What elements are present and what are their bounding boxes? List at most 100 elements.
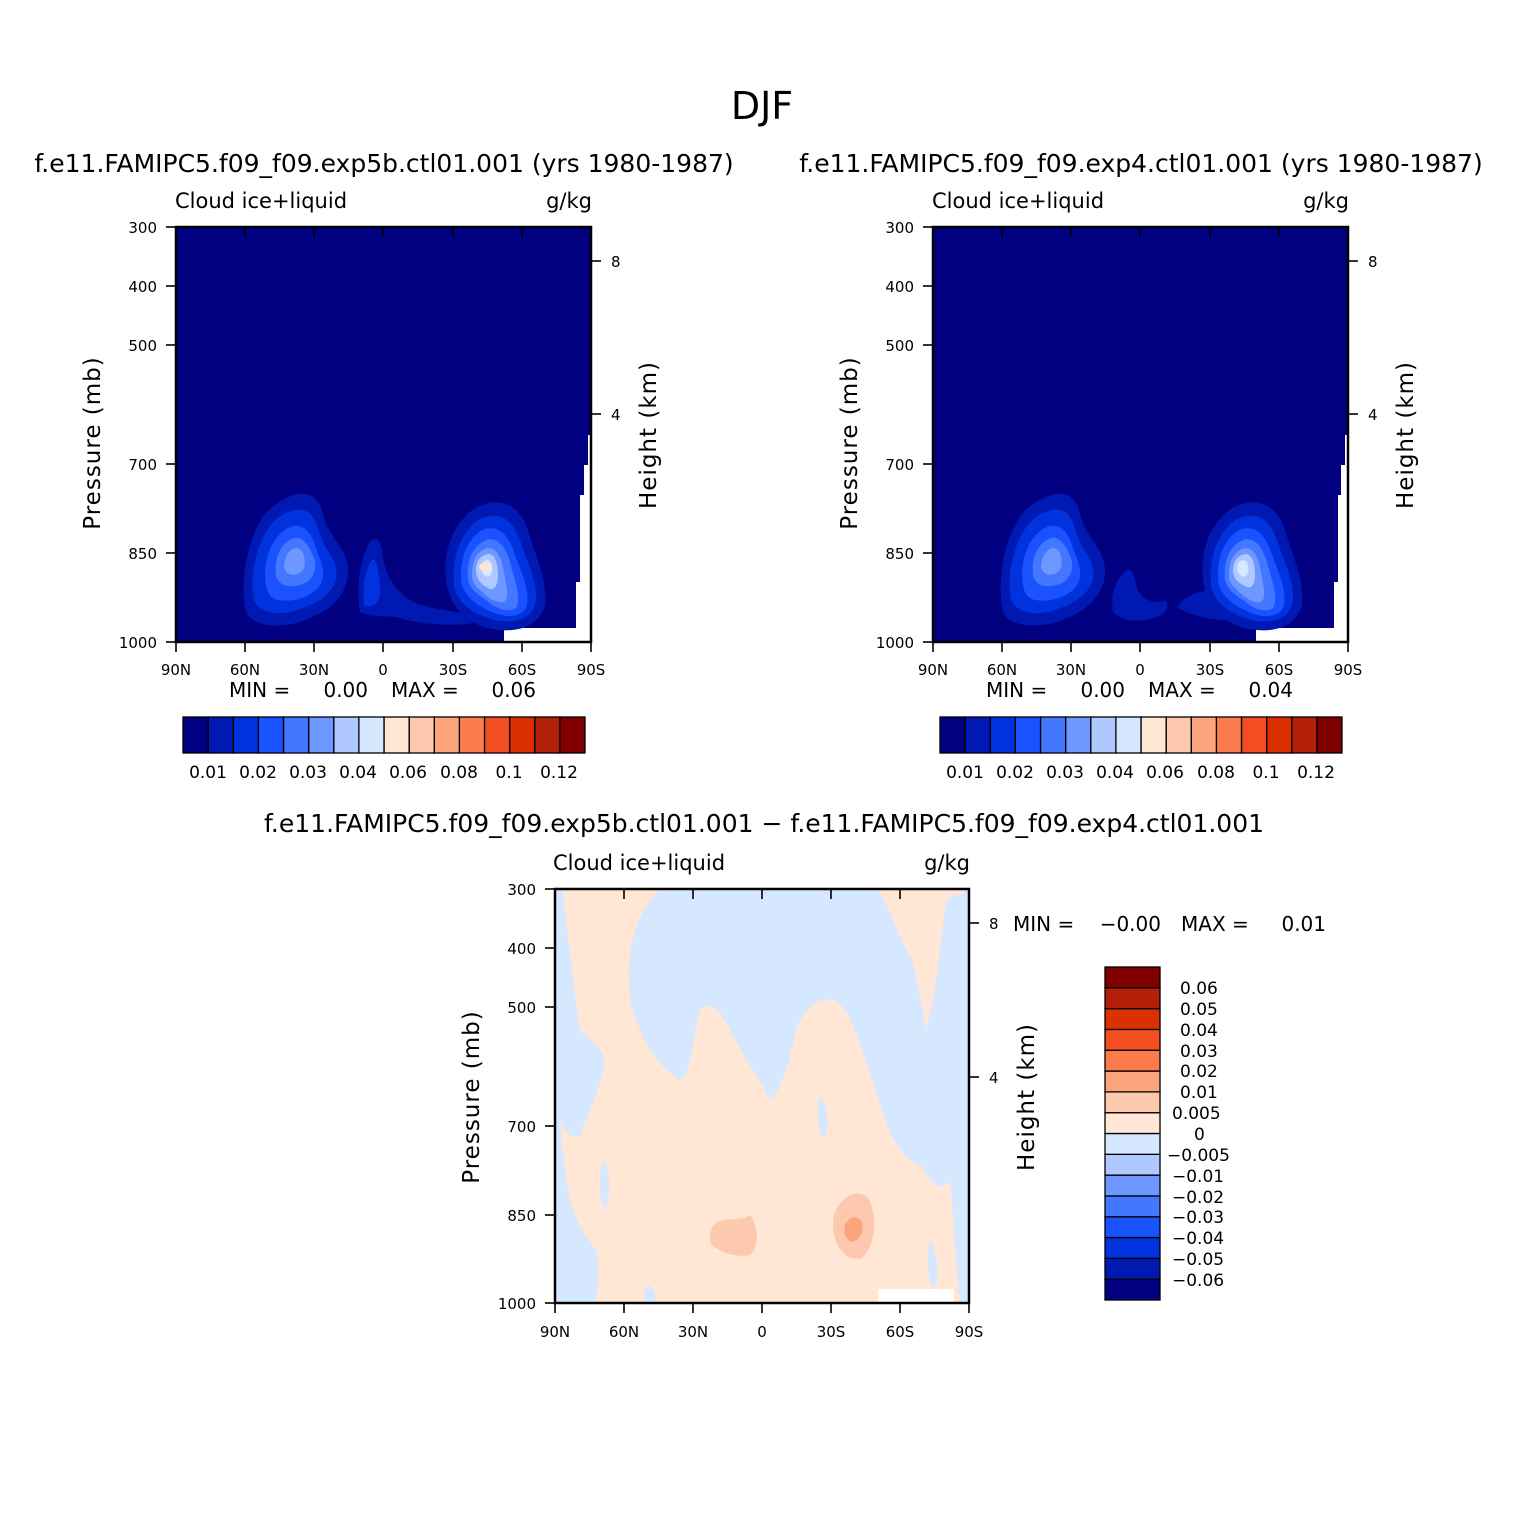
colorbar-label: −0.05 [1172,1250,1224,1270]
colorbar-swatch [1104,1257,1161,1280]
min-label: MIN = [229,678,290,702]
y-tick-label: 700 [885,456,914,474]
x-axis: 90N 60N 30N 0 30S 60S 90S [161,227,605,679]
y-axis-title: Pressure (mb) [459,1010,485,1183]
min-value: 0.00 [1080,678,1125,702]
colorbar-swatch [1316,716,1343,754]
colorbar-swatch [1140,716,1167,754]
colorbar: 0.06 0.05 0.04 0.03 0.02 0.01 0.005 0 −0… [1104,966,1230,1301]
colorbar-swatch [1104,1049,1161,1072]
max-value: 0.06 [491,678,536,702]
colorbar-swatch [1104,1153,1161,1176]
colorbar-swatch [383,716,410,754]
min-value: 0.00 [323,678,368,702]
panel-exp5b: f.e11.FAMIPC5.f09_f09.exp5b.ctl01.001 (y… [34,149,733,783]
panel-title: f.e11.FAMIPC5.f09_f09.exp5b.ctl01.001 (y… [34,149,733,178]
variable-label: Cloud ice+liquid [932,189,1104,213]
x-tick-label: 60N [609,1323,639,1341]
colorbar: 0.01 0.02 0.03 0.04 0.06 0.08 0.1 0.12 [182,716,586,783]
colorbar-swatch [964,716,991,754]
y-tick-label: 500 [507,999,536,1017]
max-value: 0.01 [1281,912,1326,936]
x-tick-label: 90N [540,1323,570,1341]
y-tick-label: 850 [128,545,157,563]
negative-region [628,889,969,1303]
colorbar-swatch [1064,716,1092,754]
variable-label: Cloud ice+liquid [175,189,347,213]
colorbar-label: 0.06 [389,763,427,783]
x-tick-label: 90N [918,661,948,679]
y-axis-title: Pressure (mb) [80,356,106,529]
cloud-maximum-sh [1202,502,1303,631]
x-tick-label: 0 [1135,661,1145,679]
min-max-readout: MIN = 0.00 MAX = 0.04 [986,678,1293,702]
colorbar-swatch [1104,1236,1161,1260]
positive-anomaly [844,1217,863,1242]
panel-exp4: f.e11.FAMIPC5.f09_f09.exp4.ctl01.001 (yr… [799,149,1482,783]
negative-region [599,1160,610,1210]
cloud-maximum-sh [445,502,546,631]
colorbar-label: −0.04 [1172,1229,1224,1249]
left-axis: 300 400 500 700 850 1000 Pressure (mb) [80,219,176,652]
y-tick-label: 300 [128,219,157,237]
negative-region [927,1240,938,1290]
y-tick-label: 700 [128,456,157,474]
colorbar-swatch [1240,716,1268,754]
colorbar-swatch [508,716,536,754]
y-axis-title: Pressure (mb) [837,356,863,529]
colorbar-label: 0.04 [1096,763,1134,783]
colorbar-swatch [207,716,234,754]
x-tick-label: 30N [678,1323,708,1341]
x-tick-label: 60S [886,1323,915,1341]
min-value: −0.00 [1100,912,1161,936]
colorbar-swatch [1104,1112,1161,1135]
x-tick-label: 30N [299,661,329,679]
panel-title: f.e11.FAMIPC5.f09_f09.exp4.ctl01.001 (yr… [799,149,1482,178]
colorbar-swatch [1104,1216,1161,1239]
colorbar-swatch [307,716,335,754]
colorbar-label: 0.06 [1180,979,1218,999]
plot-area [174,225,593,644]
x-tick-label: 60N [230,661,260,679]
colorbar-swatch [282,716,310,754]
colorbar-swatch [1104,1028,1161,1051]
x-tick-label: 30S [439,661,468,679]
colorbar-swatch [1215,716,1243,754]
colorbar-swatch [257,716,285,754]
colorbar-swatch [1014,716,1042,754]
colorbar-label: −0.06 [1172,1271,1224,1291]
colorbar-label: 0.02 [239,763,277,783]
colorbar-swatch [989,716,1017,754]
variable-label: Cloud ice+liquid [553,851,725,875]
colorbar-label: 0.02 [1180,1062,1218,1082]
colorbar-swatch [483,716,511,754]
cloud-tropical [358,538,480,625]
y-tick-label: 1000 [876,634,914,652]
colorbar-label: 0.1 [495,763,522,783]
terrain-mask [504,435,591,642]
colorbar-swatch [232,716,260,754]
units-label: g/kg [546,189,592,213]
y-tick-label: 1000 [498,1295,536,1313]
y-tick-label: 500 [128,337,157,355]
negative-region [817,1095,828,1140]
negative-region [555,889,605,1137]
colorbar-label: 0.04 [339,763,377,783]
units-label: g/kg [1303,189,1349,213]
colorbar-swatch [1115,716,1142,754]
y-axis-right-title: Height (km) [636,361,662,509]
colorbar-label: −0.01 [1172,1167,1224,1187]
colorbar-label: 0.08 [440,763,478,783]
colorbar-label: 0.01 [946,763,984,783]
colorbar-swatch [358,716,385,754]
colorbar-label: 0.12 [1297,763,1335,783]
max-label: MAX = [391,678,459,702]
panel-title: f.e11.FAMIPC5.f09_f09.exp5b.ctl01.001 − … [264,809,1264,838]
colorbar-swatch [433,716,461,754]
colorbar-label: 0.01 [1180,1083,1218,1103]
colorbar-label: 0.03 [289,763,327,783]
x-tick-label: 30S [817,1323,846,1341]
height-tick-label: 4 [611,406,621,424]
right-axis: 8 4 Height (km) [1348,253,1419,509]
negative-region [643,1285,656,1303]
